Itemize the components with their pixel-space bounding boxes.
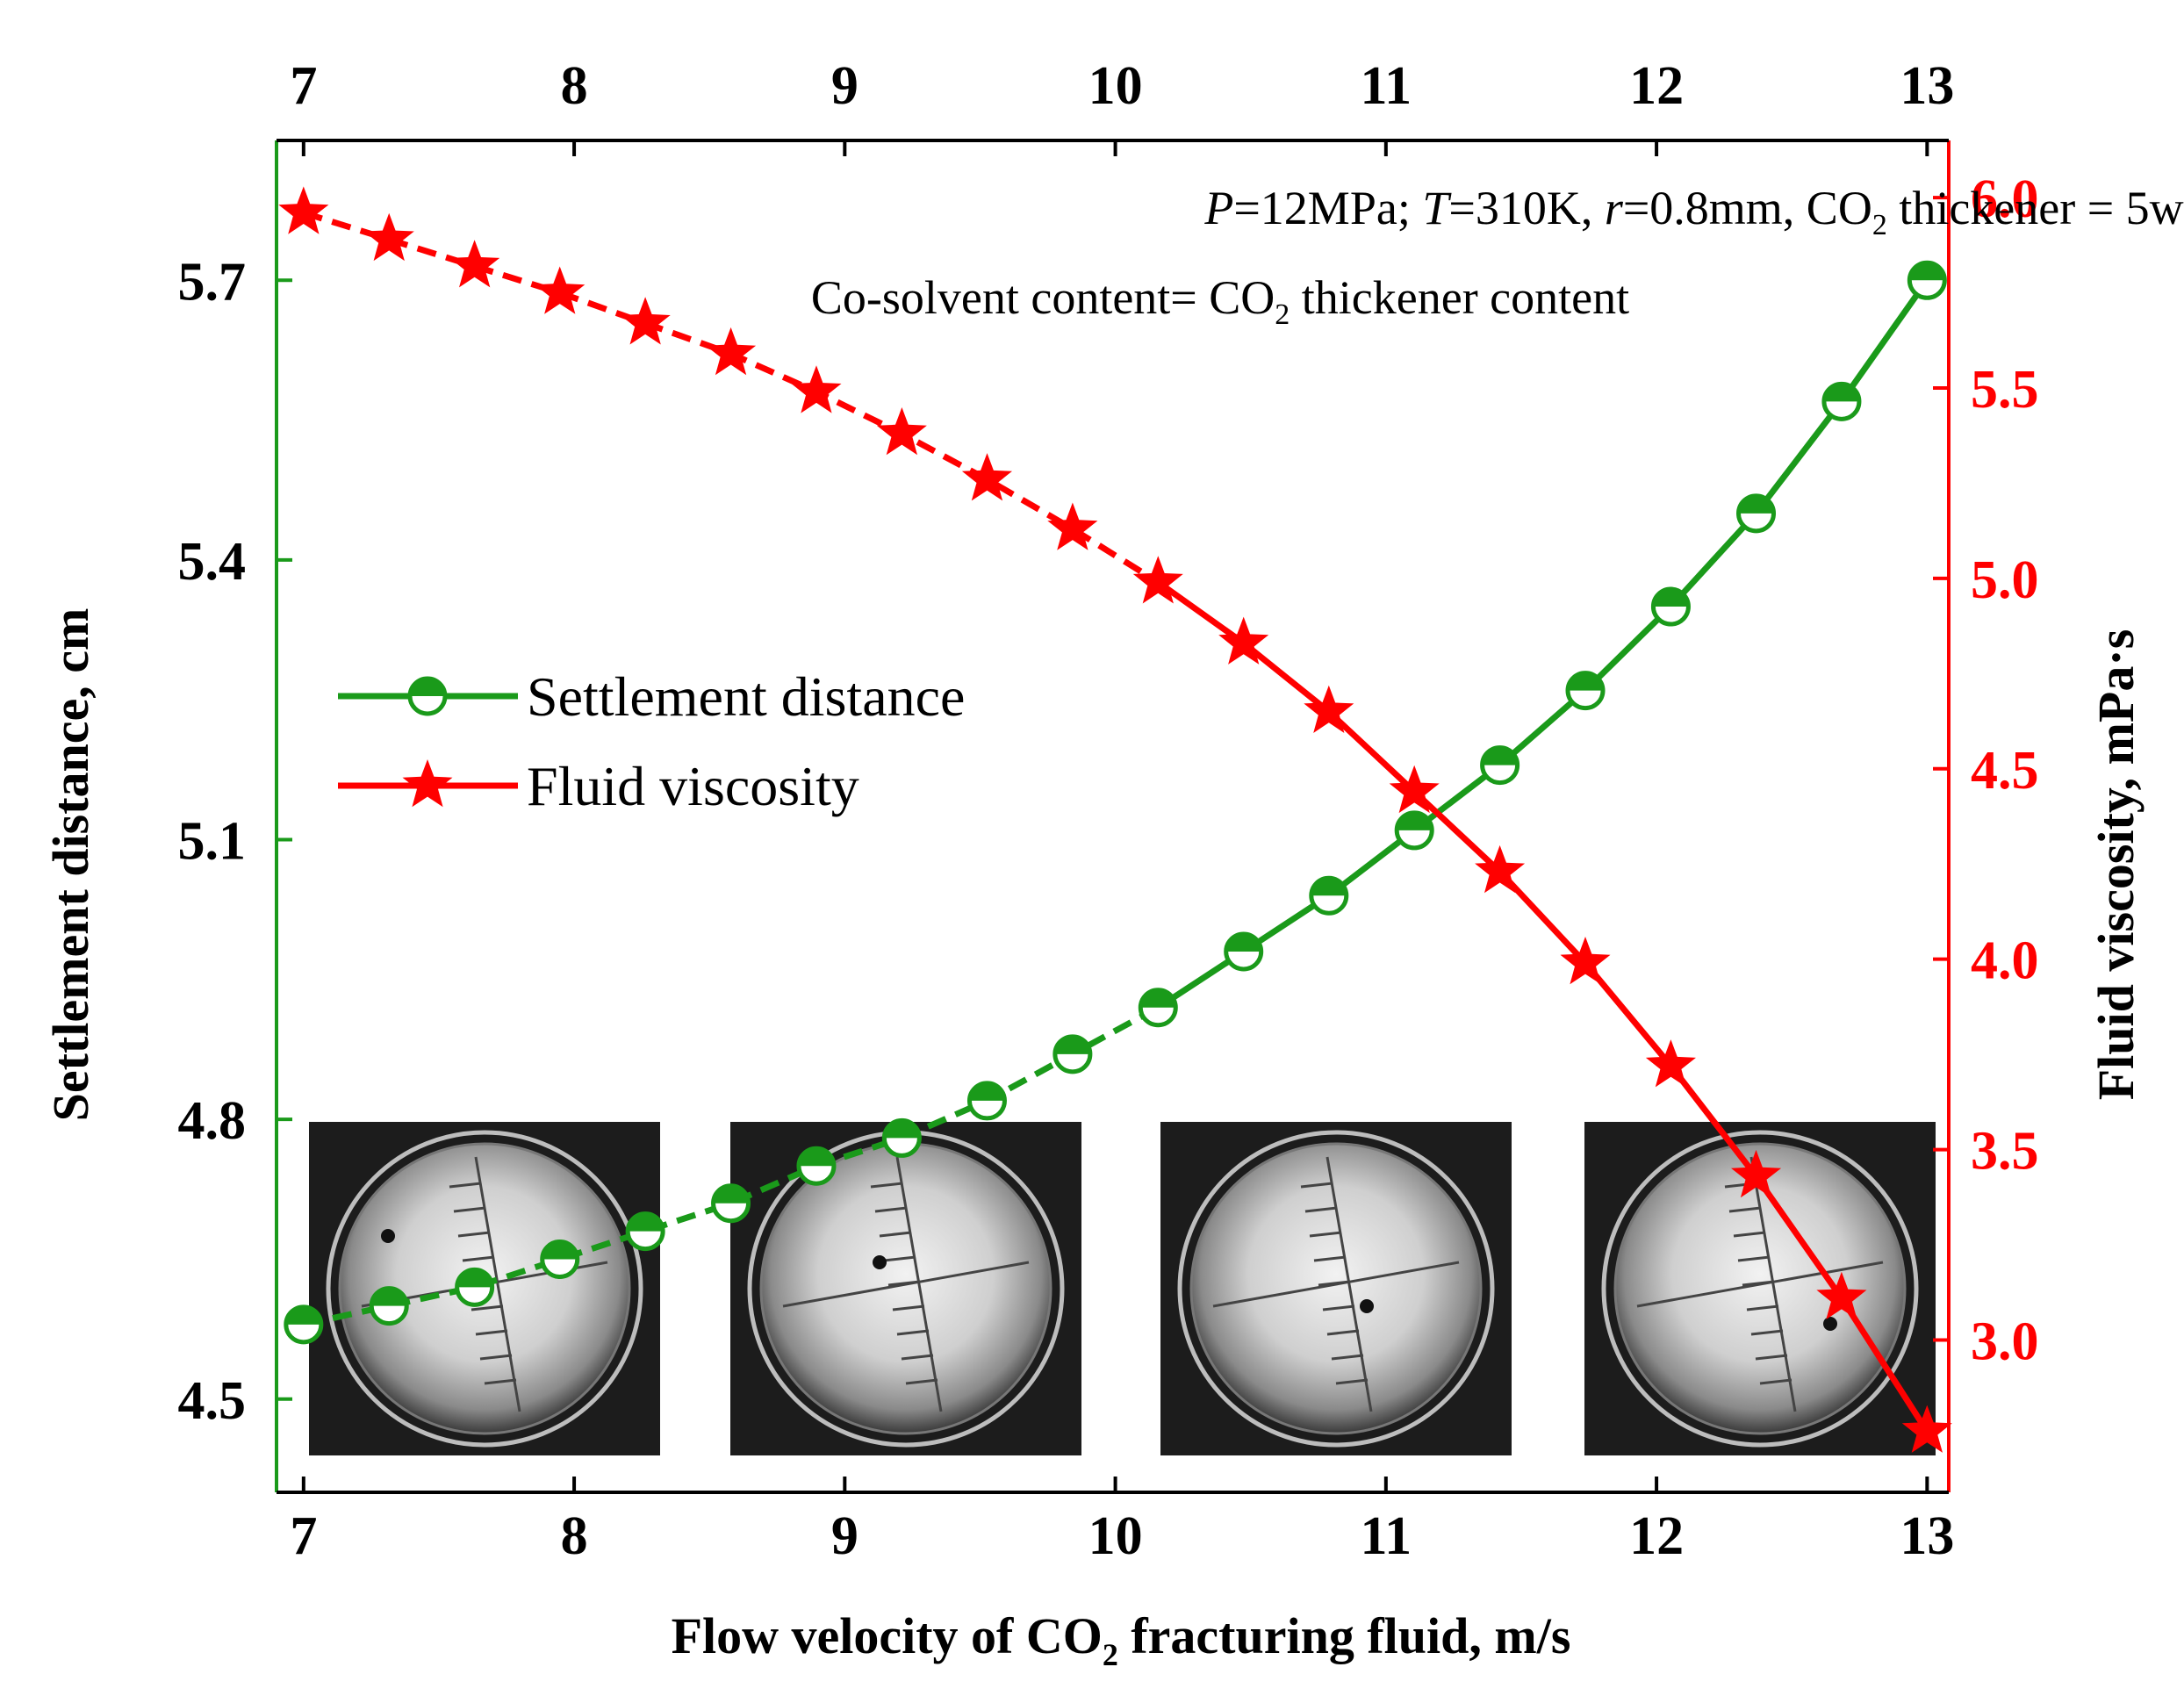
particle-dot	[381, 1229, 395, 1243]
data-markers	[278, 186, 1952, 1453]
photo-scale	[1212, 1156, 1460, 1412]
legend-settlement-label: Settlement distance	[527, 665, 965, 728]
viscosity-point	[1816, 1271, 1867, 1319]
settlement-point	[796, 1146, 837, 1186]
viscosity-point	[876, 407, 927, 456]
plot-frame	[275, 139, 1951, 1494]
x-top-tick-label: 11	[1361, 56, 1412, 116]
viscosity-line-dashed	[302, 210, 1160, 586]
viscosity-point	[449, 240, 500, 288]
settlement-point	[1736, 493, 1777, 534]
viscosity-point	[791, 365, 842, 413]
viscosity-point	[535, 266, 586, 314]
legend-viscosity-marker	[402, 759, 453, 808]
viscosity-point	[1132, 556, 1183, 604]
y-left-tick-label: 4.8	[178, 1091, 247, 1151]
y-right-tick-label: 4.0	[1971, 931, 2039, 991]
inset-images	[309, 1122, 1936, 1455]
x-tick-label: 9	[831, 1506, 859, 1566]
y-right-tick-label: 3.5	[1971, 1122, 2039, 1182]
particle-dot	[1823, 1317, 1837, 1331]
photo-dish	[1160, 1122, 1512, 1455]
x-tick-label: 12	[1629, 1506, 1684, 1566]
settlement-point	[1650, 586, 1691, 627]
legend: Settlement distance Fluid viscosity	[338, 665, 965, 817]
particle-dot	[1360, 1299, 1374, 1313]
x-top-tick-label: 10	[1088, 56, 1143, 116]
x-tick-label: 13	[1900, 1506, 1954, 1566]
settlement-point	[881, 1117, 922, 1158]
settlement-point	[1052, 1034, 1093, 1074]
x-top-tick-label: 9	[831, 56, 859, 116]
x-tick-label: 10	[1088, 1506, 1143, 1566]
settlement-point	[1565, 671, 1606, 711]
x-tick-label: 11	[1361, 1506, 1412, 1566]
settlement-point	[1821, 381, 1862, 421]
settlement-photo	[730, 1122, 1081, 1455]
viscosity-point	[1901, 1405, 1952, 1453]
viscosity-point	[706, 327, 757, 376]
y-left-tick-label: 5.4	[178, 532, 247, 592]
particle-dot	[873, 1255, 887, 1269]
viscosity-line-solid	[1156, 579, 1930, 1434]
annotation-line-2: Co-solvent content= CO2 thickener conten…	[811, 271, 1629, 331]
settlement-point	[1138, 988, 1178, 1028]
settlement-point	[1224, 931, 1264, 972]
x-top-tick-label: 13	[1900, 56, 1954, 116]
settlement-photo	[1160, 1122, 1512, 1455]
x-top-tick-label: 8	[561, 56, 588, 116]
viscosity-point	[1304, 685, 1354, 733]
settlement-point	[625, 1211, 665, 1252]
legend-settlement-marker	[407, 676, 448, 716]
photo-scale	[782, 1156, 1030, 1412]
viscosity-point	[1218, 616, 1269, 665]
x-top-tick-label: 12	[1629, 56, 1684, 116]
y-left-tick-label: 5.1	[178, 812, 247, 872]
settlement-photo	[1584, 1122, 1936, 1455]
photo-dish	[730, 1122, 1081, 1455]
x-top-tick-label: 7	[290, 56, 317, 116]
x-tick-label: 8	[561, 1506, 588, 1566]
settlement-point	[455, 1267, 495, 1307]
viscosity-point	[1731, 1149, 1782, 1198]
y-left-tick-label: 4.5	[178, 1371, 247, 1431]
viscosity-point	[620, 297, 671, 345]
settlement-point	[369, 1286, 409, 1326]
y-right-tick-label: 4.5	[1971, 741, 2039, 801]
viscosity-point	[1047, 502, 1098, 550]
settlement-line-solid	[1156, 278, 1930, 1010]
x-axis-title: Flow velocity of CO2 fracturing fluid, m…	[672, 1607, 1571, 1672]
settlement-point	[540, 1239, 580, 1279]
axis-ticks: 7 7 8 8 9 9 10 10 11 11 12 12 13 13 4.5 4.8 5.1 5.4 5.7 3.0…	[178, 56, 2039, 1566]
settlement-point	[1907, 260, 1947, 300]
viscosity-point	[1560, 937, 1611, 985]
settlement-line-dashed	[303, 1004, 1160, 1328]
viscosity-point	[1645, 1039, 1696, 1088]
settlement-point	[1480, 745, 1520, 786]
viscosity-point	[363, 212, 414, 262]
x-tick-label: 7	[290, 1506, 317, 1566]
legend-star-glyph	[402, 759, 453, 808]
settlement-point	[284, 1304, 324, 1345]
viscosity-point	[1475, 844, 1526, 894]
y-right-tick-label: 3.0	[1971, 1311, 2039, 1371]
settlement-point	[966, 1081, 1007, 1121]
settlement-point	[1394, 810, 1434, 851]
settlement-point	[711, 1183, 751, 1224]
viscosity-point	[961, 453, 1012, 501]
annotation-line-1: P=12MPa; T=310K, r=0.8mm, CO2 thickener …	[1203, 182, 2184, 241]
viscosity-point	[278, 186, 329, 234]
y-left-tick-label: 5.7	[178, 252, 247, 312]
photo-scale	[1636, 1156, 1884, 1412]
legend-viscosity-label: Fluid viscosity	[527, 755, 859, 817]
viscosity-point	[1389, 765, 1440, 814]
y-axis-right-title: Fluid viscosity, mPa·s	[2087, 629, 2144, 1101]
y-right-tick-label: 5.0	[1971, 550, 2039, 610]
y-axis-left-title: Settlement distance, cm	[42, 608, 99, 1122]
legend-circle-glyph	[407, 676, 448, 716]
y-right-tick-label: 5.5	[1971, 360, 2039, 420]
settlement-point	[1309, 875, 1349, 916]
y-right-tick-label: 6.0	[1971, 169, 2039, 229]
